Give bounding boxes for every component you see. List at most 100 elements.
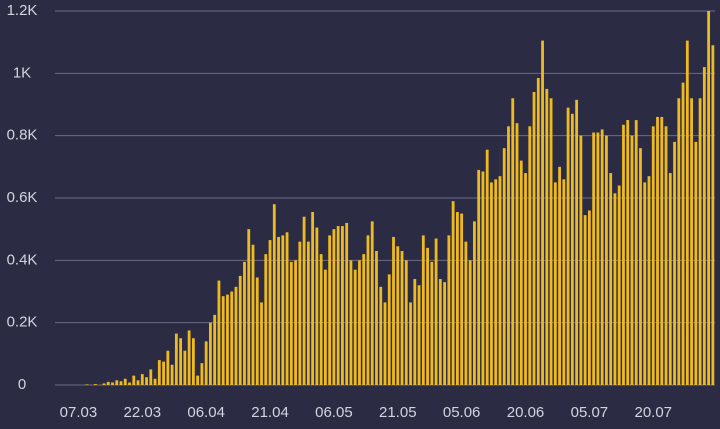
bar [145,377,148,385]
x-tick-label: 06.04 [187,404,225,421]
bar [702,67,706,385]
bar [289,261,293,385]
bar [387,274,391,385]
x-tick-label: 21.04 [251,404,289,421]
bar [605,135,608,385]
bar [583,215,587,385]
bar [536,78,540,385]
bar [647,176,651,385]
bar [643,182,647,385]
bar [196,375,200,385]
bar [170,364,174,385]
y-tick-label: 0.4K [7,251,38,268]
bar [694,141,698,385]
bar [490,182,493,385]
bar [498,176,502,385]
bar [379,286,383,385]
bar [366,235,370,385]
bar [507,126,510,386]
bar [609,173,613,385]
bar [677,98,681,386]
bar [106,381,110,385]
bar [328,235,332,385]
bar [323,269,327,385]
bar [485,149,489,385]
bar [558,166,561,385]
bar [157,360,161,385]
x-tick-label: 06.05 [315,404,353,421]
bar [660,116,664,385]
y-tick-label: 0.6K [7,189,38,206]
bar [140,374,144,385]
bar [532,92,536,386]
bar [349,260,353,385]
bar [336,226,340,385]
bar [451,201,455,385]
x-tick-label: 20.06 [507,404,545,421]
bar [392,236,395,385]
bar [179,338,183,385]
bar [243,261,246,385]
bar [570,113,574,385]
bar [294,260,297,385]
x-tick-label: 05.07 [571,404,609,421]
bar [417,285,421,385]
bar [362,254,366,385]
bar [353,269,357,385]
bar [549,98,553,386]
bar [481,171,485,385]
bar [707,11,711,385]
bar [319,254,323,385]
y-tick-label: 0.8K [7,127,38,144]
bar [519,160,523,385]
bar [477,169,481,385]
bar [183,350,187,385]
bar [438,279,442,385]
bar [541,40,544,385]
bar [298,241,302,385]
bar [592,132,596,385]
bar [191,338,195,385]
bar [524,173,527,385]
bar [409,302,412,385]
bar [94,384,97,385]
bar [460,213,464,385]
bar [502,148,506,385]
bar [553,182,557,385]
bar [651,126,655,386]
bar [149,369,153,385]
bar [404,260,408,385]
bar [579,135,583,385]
bar [596,132,600,385]
y-tick-label: 0.2K [7,314,38,331]
bar [306,241,310,385]
bar [673,141,676,385]
x-tick-label: 05.06 [443,404,481,421]
bar [221,296,225,385]
bar [468,260,472,385]
bar [111,382,114,385]
x-tick-label: 20.07 [634,404,672,421]
bar [311,212,315,385]
bar [174,333,178,385]
bar [128,382,131,385]
x-tick-label: 22.03 [124,404,162,421]
bar [464,241,468,385]
bar [162,361,165,385]
bar [630,135,634,385]
bar [277,236,280,385]
bar [281,235,285,385]
bar [102,383,106,385]
bar [123,378,127,385]
bar [587,210,591,385]
x-tick-label: 21.05 [379,404,417,421]
bar [166,350,170,385]
bar [200,363,204,385]
bar [626,120,630,385]
bar [455,212,459,385]
bar [345,222,349,385]
bar [681,82,685,385]
bar [434,238,438,385]
bar [690,98,693,386]
bar [639,148,642,385]
